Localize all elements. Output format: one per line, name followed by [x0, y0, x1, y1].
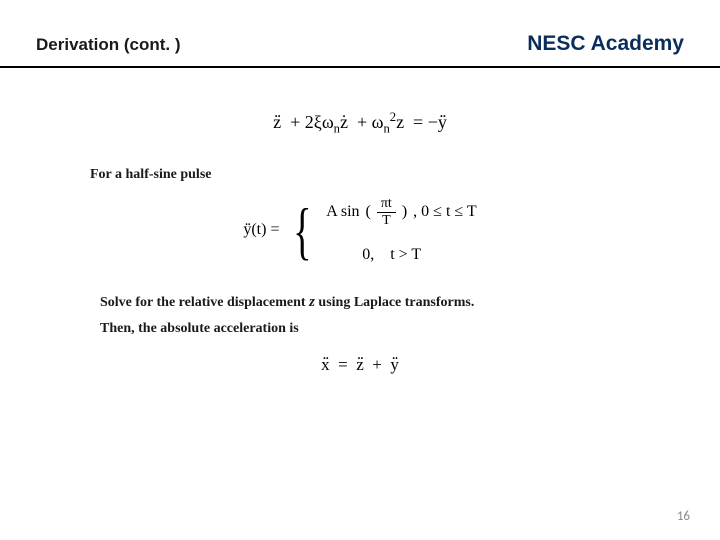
- piecewise-definition: y(t) = { A sin ( πt T ) , 0 ≤ t ≤ T 0, t…: [60, 197, 660, 264]
- equation-of-motion: z + 2ξωnz + ωn2z = −y: [60, 110, 660, 137]
- case2-value: 0,: [362, 246, 374, 264]
- frac-num: πt: [377, 197, 396, 213]
- frac-den: T: [378, 213, 395, 228]
- case2-cond: t > T: [390, 246, 421, 264]
- z-ddot: z: [273, 112, 281, 133]
- y-ddot: y: [438, 112, 447, 133]
- body-text-1: Solve for the relative displacement z us…: [100, 294, 660, 311]
- case1-fraction: πt T: [377, 197, 396, 228]
- body1-pre: Solve for the relative displacement: [100, 295, 309, 310]
- case-1: A sin ( πt T ) , 0 ≤ t ≤ T: [326, 197, 476, 228]
- case-2: 0, t > T: [326, 246, 476, 264]
- brand-title: NESC Academy: [527, 32, 684, 56]
- slide-header: Derivation (cont. ) NESC Academy: [0, 0, 720, 68]
- slide-title: Derivation (cont. ): [36, 35, 181, 55]
- page-number: 16: [677, 509, 690, 524]
- piecewise-cases: A sin ( πt T ) , 0 ≤ t ≤ T 0, t > T: [326, 197, 476, 264]
- body-text-2: Then, the absolute acceleration is: [100, 321, 660, 337]
- y-ddot-2: y: [390, 355, 399, 375]
- left-brace: {: [294, 205, 312, 256]
- slide-content: z + 2ξωnz + ωn2z = −y For a half-sine pu…: [0, 68, 720, 375]
- case1-prefix: A sin: [326, 203, 359, 221]
- body1-post: using Laplace transforms.: [315, 295, 474, 310]
- equation-absolute-accel: x = z + y: [60, 355, 660, 375]
- z-ddot-2: z: [356, 355, 364, 375]
- subhead-pulse: For a half-sine pulse: [90, 167, 660, 183]
- x-ddot: x: [321, 355, 330, 375]
- piecewise-lhs: y(t) =: [243, 221, 279, 239]
- case1-cond: , 0 ≤ t ≤ T: [413, 203, 477, 221]
- z-dot: z: [340, 112, 348, 133]
